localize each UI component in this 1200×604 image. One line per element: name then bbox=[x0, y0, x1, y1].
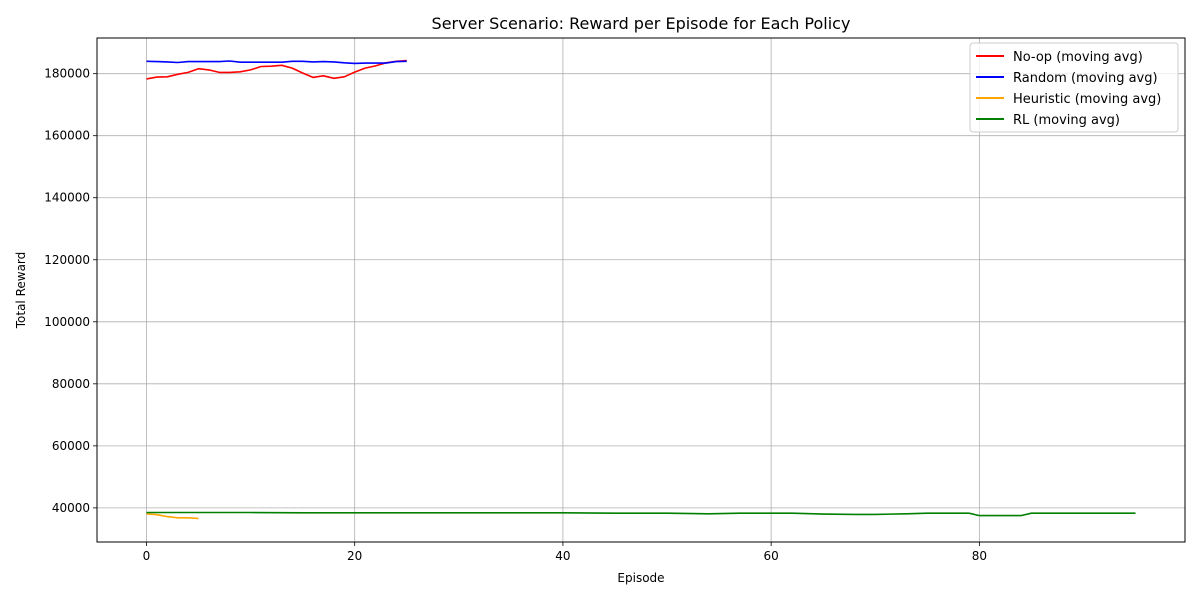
series-line-no-op-moving-avg bbox=[146, 59, 407, 80]
series-line-heuristic-moving-avg bbox=[146, 513, 199, 520]
y-tick-label: 60000 bbox=[52, 439, 90, 453]
x-tick-label: 40 bbox=[555, 549, 570, 563]
legend-label: Random (moving avg) bbox=[1013, 71, 1158, 86]
y-tick-label: 80000 bbox=[52, 377, 90, 391]
y-axis-ticks: 40000 60000 80000 100000 120000 140000 160000 1… bbox=[44, 67, 97, 515]
y-tick-label: 100000 bbox=[44, 315, 90, 329]
legend-label: Heuristic (moving avg) bbox=[1013, 92, 1161, 107]
series-lines bbox=[146, 59, 1136, 520]
y-tick-label: 140000 bbox=[44, 191, 90, 205]
y-tick-label: 180000 bbox=[44, 67, 90, 81]
legend-items: No-op (moving avg) Random (moving avg) Heu… bbox=[976, 50, 1161, 128]
x-tick-label: 0 bbox=[143, 549, 151, 563]
legend-label: No-op (moving avg) bbox=[1013, 50, 1143, 65]
y-tick-label: 160000 bbox=[44, 129, 90, 143]
x-tick-label: 80 bbox=[972, 549, 987, 563]
x-tick-label: 20 bbox=[347, 549, 362, 563]
legend-box bbox=[969, 42, 1179, 133]
plot-frame bbox=[96, 37, 1186, 543]
y-axis-label: Total Reward bbox=[14, 252, 28, 330]
legend: No-op (moving avg) Random (moving avg) Heu… bbox=[969, 42, 1179, 133]
x-axis-ticks: 0 20 40 60 80 bbox=[143, 542, 987, 563]
legend-label: RL (moving avg) bbox=[1013, 113, 1120, 128]
chart-title: Server Scenario: Reward per Episode for … bbox=[432, 14, 851, 33]
y-tick-label: 120000 bbox=[44, 253, 90, 267]
series-line-random-moving-avg bbox=[146, 60, 407, 65]
series-line-rl-moving-avg bbox=[146, 511, 1136, 517]
x-axis-label: Episode bbox=[617, 571, 664, 585]
x-tick-label: 60 bbox=[764, 549, 779, 563]
y-tick-label: 40000 bbox=[52, 501, 90, 515]
